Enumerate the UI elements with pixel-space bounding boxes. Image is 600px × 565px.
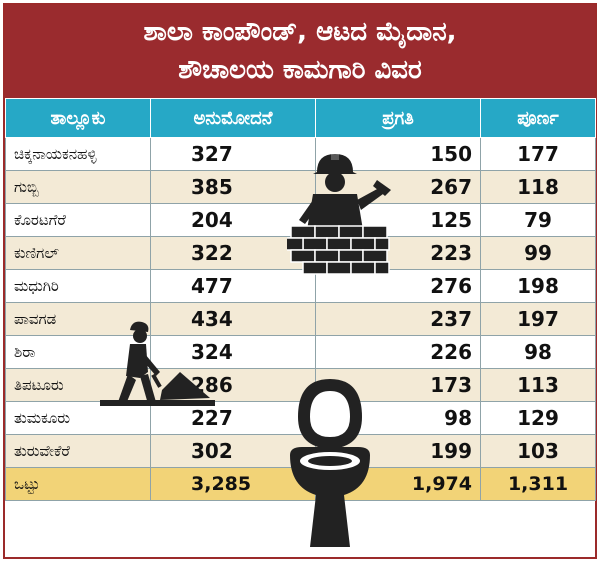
taluk-name: ಶಿರಾ <box>5 335 151 369</box>
progress-value: 125 <box>315 203 481 237</box>
table-row: ಕುಣಿಗಲ್ 322 223 99 <box>5 236 596 270</box>
approved-value: 434 <box>150 302 316 336</box>
complete-value: 113 <box>480 368 596 402</box>
complete-value: 118 <box>480 170 596 204</box>
taluk-name: ಚಿಕ್ಕನಾಯಕನಹಳ್ಳಿ <box>5 137 151 171</box>
header-row: ತಾಲ್ಲೂಕು ಅನುಮೋದನೆ ಪ್ರಗತಿ ಪೂರ್ಣ <box>5 98 596 138</box>
approved-value: 322 <box>150 236 316 270</box>
total-approved: 3,285 <box>150 467 316 501</box>
header-approved: ಅನುಮೋದನೆ <box>150 98 316 138</box>
works-table: ತಾಲ್ಲೂಕು ಅನುಮೋದನೆ ಪ್ರಗತಿ ಪೂರ್ಣ ಚಿಕ್ಕನಾಯಕ… <box>5 98 596 501</box>
approved-value: 324 <box>150 335 316 369</box>
complete-value: 79 <box>480 203 596 237</box>
progress-value: 226 <box>315 335 481 369</box>
complete-value: 99 <box>480 236 596 270</box>
complete-value: 103 <box>480 434 596 468</box>
complete-value: 198 <box>480 269 596 303</box>
total-progress: 1,974 <box>315 467 481 501</box>
progress-value: 199 <box>315 434 481 468</box>
progress-value: 237 <box>315 302 481 336</box>
approved-value: 385 <box>150 170 316 204</box>
taluk-name: ಕುಣಿಗಲ್ <box>5 236 151 270</box>
header-taluk: ತಾಲ್ಲೂಕು <box>5 98 151 138</box>
approved-value: 477 <box>150 269 316 303</box>
taluk-name: ತುರುವೇಕೆರೆ <box>5 434 151 468</box>
progress-value: 150 <box>315 137 481 171</box>
table-row: ಪಾವಗಡ 434 237 197 <box>5 302 596 336</box>
taluk-name: ತಿಪಟೂರು <box>5 368 151 402</box>
table-row: ಮಧುಗಿರಿ 477 276 198 <box>5 269 596 303</box>
table-row: ಗುಬ್ಬಿ 385 267 118 <box>5 170 596 204</box>
approved-value: 302 <box>150 434 316 468</box>
taluk-name: ಮಧುಗಿರಿ <box>5 269 151 303</box>
complete-value: 197 <box>480 302 596 336</box>
infographic-frame: ಶಾಲಾ ಕಾಂಪೌಂಡ್, ಆಟದ ಮೈದಾನ, ಶೌಚಾಲಯ ಕಾಮಗಾರಿ… <box>3 3 597 559</box>
taluk-name: ಪಾವಗಡ <box>5 302 151 336</box>
total-label: ಒಟ್ಟು <box>5 467 151 501</box>
approved-value: 227 <box>150 401 316 435</box>
title-line-2: ಶೌಚಾಲಯ ಕಾಮಗಾರಿ ವಿವರ <box>178 55 422 85</box>
table-row: ತುರುವೇಕೆರೆ 302 199 103 <box>5 434 596 468</box>
approved-value: 286 <box>150 368 316 402</box>
taluk-name: ತುಮಕೂರು <box>5 401 151 435</box>
progress-value: 98 <box>315 401 481 435</box>
progress-value: 223 <box>315 236 481 270</box>
table-row: ಶಿರಾ 324 226 98 <box>5 335 596 369</box>
complete-value: 98 <box>480 335 596 369</box>
table-row: ತಿಪಟೂರು 286 173 113 <box>5 368 596 402</box>
approved-value: 327 <box>150 137 316 171</box>
total-complete: 1,311 <box>480 467 596 501</box>
complete-value: 177 <box>480 137 596 171</box>
page-title: ಶಾಲಾ ಕಾಂಪೌಂಡ್, ಆಟದ ಮೈದಾನ, ಶೌಚಾಲಯ ಕಾಮಗಾರಿ… <box>5 5 595 98</box>
table-row: ತುಮಕೂರು 227 98 129 <box>5 401 596 435</box>
title-line-1: ಶಾಲಾ ಕಾಂಪೌಂಡ್, ಆಟದ ಮೈದಾನ, <box>143 17 457 47</box>
progress-value: 276 <box>315 269 481 303</box>
table-row: ಕೊರಟಗೆರೆ 204 125 79 <box>5 203 596 237</box>
taluk-name: ಕೊರಟಗೆರೆ <box>5 203 151 237</box>
progress-value: 267 <box>315 170 481 204</box>
header-progress: ಪ್ರಗತಿ <box>315 98 481 138</box>
total-row: ಒಟ್ಟು 3,285 1,974 1,311 <box>5 467 596 501</box>
header-complete: ಪೂರ್ಣ <box>480 98 596 138</box>
complete-value: 129 <box>480 401 596 435</box>
approved-value: 204 <box>150 203 316 237</box>
taluk-name: ಗುಬ್ಬಿ <box>5 170 151 204</box>
table-row: ಚಿಕ್ಕನಾಯಕನಹಳ್ಳಿ 327 150 177 <box>5 137 596 171</box>
progress-value: 173 <box>315 368 481 402</box>
